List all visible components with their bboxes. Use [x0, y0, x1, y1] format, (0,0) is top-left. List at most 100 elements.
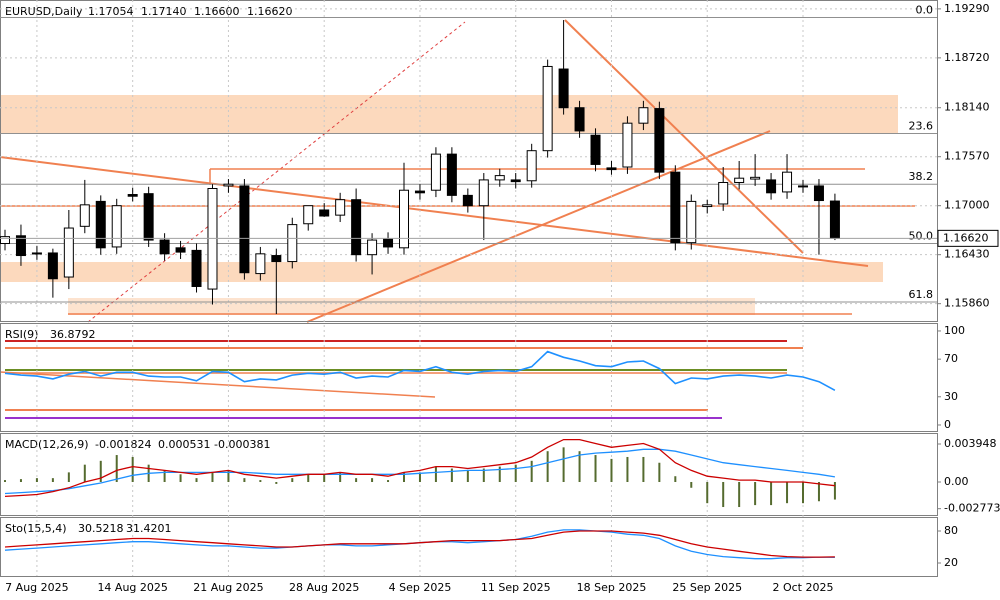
macd-bar	[450, 468, 453, 482]
candle-body	[558, 68, 569, 109]
macd-bar	[99, 460, 102, 482]
stoch-title: Sto(15,5,4)	[5, 522, 67, 535]
macd-bar	[642, 456, 645, 482]
candle-body	[829, 200, 840, 239]
candle-body	[223, 183, 234, 187]
macd-bar	[738, 481, 741, 508]
x-tick-label: 14 Aug 2025	[97, 581, 167, 594]
candle-body	[111, 205, 122, 248]
candle-body	[798, 185, 808, 188]
candle-body	[239, 185, 250, 274]
macd-bar	[498, 466, 501, 482]
macd-bar	[482, 468, 485, 482]
candle-body	[606, 167, 617, 171]
macd-readout: 0.000531	[158, 438, 211, 451]
macd-readout: -0.000381	[214, 438, 270, 451]
candle-body	[143, 193, 154, 241]
candle-body	[383, 238, 394, 248]
macd-bar	[466, 470, 469, 482]
y-tick-label: 1.15860	[944, 297, 990, 310]
macd-bar	[626, 456, 629, 482]
candle-body	[63, 227, 74, 278]
candle-body	[0, 236, 10, 245]
macd-bar	[339, 472, 342, 482]
candle-body	[367, 239, 378, 256]
macd-bar	[817, 481, 820, 502]
rsi-line	[4, 350, 836, 392]
trend-line	[0, 371, 436, 398]
macd-panel	[0, 433, 938, 516]
macd-bar	[403, 472, 405, 482]
x-tick-label: 28 Aug 2025	[289, 581, 359, 594]
macd-bar	[323, 474, 326, 482]
candle-body	[542, 65, 553, 152]
macd-bar	[131, 456, 134, 482]
price-marker-label: 1.16620	[943, 231, 989, 244]
candle-body	[702, 204, 713, 208]
ohlc-low: 1.16600	[194, 5, 240, 18]
macd-bar	[83, 464, 86, 482]
candle-body	[574, 107, 585, 132]
macd-bar	[530, 460, 533, 482]
macd-bar	[4, 480, 6, 482]
macd-bar	[722, 481, 725, 508]
macd-bar	[706, 481, 709, 504]
candle-body	[478, 179, 489, 207]
candle-body	[430, 153, 441, 191]
macd-bar	[227, 470, 230, 482]
candle-body	[127, 194, 138, 197]
macd-bar	[786, 481, 789, 504]
macd-bar	[291, 478, 294, 482]
candle-body	[175, 247, 186, 253]
candle-body	[462, 194, 473, 207]
candle-body	[813, 185, 824, 202]
y-tick-label: 1.17570	[944, 150, 990, 163]
macd-bar	[674, 476, 677, 482]
macd-bar	[115, 455, 118, 482]
candle-body	[654, 108, 665, 173]
macd-bar	[179, 474, 182, 482]
fib-label: 38.2	[909, 170, 934, 183]
candle-body	[718, 181, 729, 205]
candle-body	[47, 252, 58, 280]
macd-bar	[211, 472, 214, 482]
x-tick-label: 11 Sep 2025	[481, 581, 551, 594]
candle-body	[287, 224, 298, 263]
macd-bar	[770, 481, 773, 506]
macd-line	[4, 448, 836, 495]
macd-bar	[371, 478, 374, 482]
fib-label: 50.0	[909, 230, 934, 243]
macd-bar	[578, 451, 581, 482]
candle-body	[782, 171, 793, 193]
candle-body	[750, 176, 761, 180]
macd-bar	[610, 458, 613, 482]
price-panel	[0, 0, 938, 322]
rsi-panel	[0, 323, 938, 432]
x-tick-label: 7 Aug 2025	[5, 581, 68, 594]
stochastic-panel	[0, 517, 938, 577]
macd-line	[4, 438, 835, 498]
x-tick-label: 2 Oct 2025	[772, 581, 833, 594]
macd-bar	[163, 470, 166, 482]
candle-body	[399, 189, 409, 249]
macd-bar	[754, 481, 757, 506]
macd-bar	[307, 474, 310, 482]
y-tick-label: 80	[944, 524, 958, 537]
candle-body	[494, 175, 505, 181]
y-tick-label: 1.19290	[944, 2, 990, 15]
candle-body	[159, 239, 170, 255]
symbol-title: EURUSD,Daily	[5, 5, 83, 18]
x-tick-label: 18 Sep 2025	[577, 581, 647, 594]
candle-body	[191, 249, 202, 287]
stoch-readout: 31.4201	[126, 522, 172, 535]
macd-bar	[833, 481, 836, 500]
candle-body	[526, 150, 537, 182]
resistance-zone	[0, 95, 898, 133]
stoch-readout: 30.5218	[78, 522, 124, 535]
macd-bar	[562, 447, 565, 482]
stoch-line	[4, 530, 835, 558]
macd-bar	[594, 455, 597, 482]
candle-body	[590, 134, 601, 165]
candle-body	[510, 179, 521, 183]
